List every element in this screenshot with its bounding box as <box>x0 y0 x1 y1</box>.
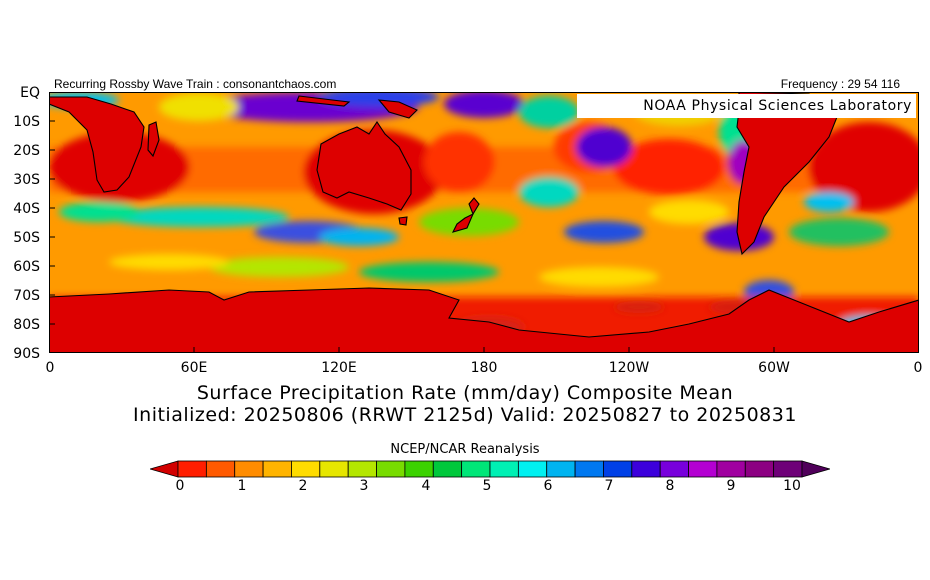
colorbar-swatch <box>716 460 746 478</box>
colorbar-label: 9 <box>726 478 736 494</box>
colorbar-label: 8 <box>665 478 675 494</box>
colorbar-swatch <box>262 460 292 478</box>
colorbar-swatch <box>517 460 548 478</box>
colorbar <box>150 460 830 478</box>
lon-label: 120E <box>321 360 357 376</box>
lat-label: 10S <box>13 114 40 130</box>
tick-marks <box>49 120 775 353</box>
colorbar-swatch <box>688 460 718 478</box>
colorbar-swatch <box>744 460 775 478</box>
map-canvas <box>49 92 919 353</box>
lat-label: 80S <box>13 317 40 333</box>
colorbar-label: 10 <box>783 478 801 494</box>
lat-label: 20S <box>13 143 40 159</box>
header-source-note: Recurring Rossby Wave Train : consonantc… <box>54 77 337 91</box>
colorbar-swatch <box>291 460 321 478</box>
lon-label: 0 <box>45 360 55 376</box>
credit-label: NOAA Physical Sciences Laboratory <box>577 94 916 118</box>
data-source: NCEP/NCAR Reanalysis <box>390 442 540 457</box>
colorbar-swatch <box>205 460 236 478</box>
colorbar-swatch <box>801 460 830 478</box>
colorbar-label: 6 <box>543 478 553 494</box>
colorbar-label: 7 <box>604 478 614 494</box>
lat-label: 50S <box>13 230 40 246</box>
lat-label: EQ <box>20 85 40 101</box>
header-frequency: Frequency : 29 54 116 <box>780 77 900 91</box>
colorbar-swatch <box>319 460 349 478</box>
colorbar-label: 3 <box>359 478 369 494</box>
colorbar-swatch <box>631 460 661 478</box>
lat-label: 70S <box>13 288 40 304</box>
map-subtitle: Initialized: 20250806 (RRWT 2125d) Valid… <box>133 404 797 426</box>
colorbar-swatch <box>574 460 604 478</box>
colorbar-label: 0 <box>175 478 185 494</box>
lon-label: 120W <box>608 360 650 376</box>
precipitation-map <box>49 92 919 353</box>
colorbar-swatch <box>150 460 179 478</box>
lon-label: 60E <box>180 360 208 376</box>
colorbar-swatch <box>234 460 264 478</box>
colorbar-swatch <box>546 460 576 478</box>
colorbar-swatch <box>603 460 633 478</box>
lat-label: 60S <box>13 259 40 275</box>
lon-label: 180 <box>470 360 498 376</box>
colorbar-swatch <box>489 460 519 478</box>
lon-label: 0 <box>913 360 923 376</box>
colorbar-label: 4 <box>421 478 431 494</box>
map-title: Surface Precipitation Rate (mm/day) Comp… <box>196 382 734 404</box>
lat-label: 30S <box>13 172 40 188</box>
colorbar-swatch <box>773 460 803 478</box>
lat-label: 40S <box>13 201 40 217</box>
colorbar-label: 1 <box>237 478 247 494</box>
coastlines <box>49 92 919 353</box>
colorbar-swatch <box>347 460 377 478</box>
colorbar-swatch <box>404 460 434 478</box>
colorbar-swatch <box>659 460 689 478</box>
colorbar-swatch <box>376 460 406 478</box>
colorbar-label: 2 <box>298 478 308 494</box>
colorbar-swatch <box>461 460 491 478</box>
colorbar-swatch <box>432 460 463 478</box>
lon-label: 60W <box>758 360 790 376</box>
lat-label: 90S <box>13 346 40 362</box>
colorbar-label: 5 <box>482 478 492 494</box>
colorbar-swatch <box>177 460 207 478</box>
